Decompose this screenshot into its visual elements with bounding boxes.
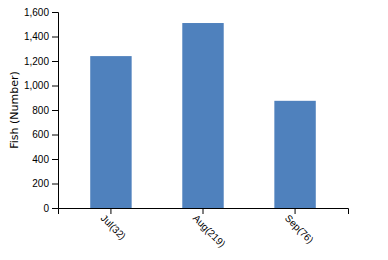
tick-mark bbox=[52, 208, 58, 209]
tick-mark bbox=[295, 208, 296, 214]
tick: 400 bbox=[32, 154, 58, 165]
tick-mark bbox=[52, 110, 58, 111]
tick: Jul(32) bbox=[99, 208, 128, 242]
bar bbox=[182, 23, 223, 208]
tick-mark bbox=[110, 208, 111, 214]
tick-mark bbox=[52, 184, 58, 185]
tick-mark bbox=[52, 37, 58, 38]
chart: 0 200 400 600 800 1,000 1,200 1,400 1,600 Jul(32)… bbox=[0, 0, 388, 260]
tick-label: 200 bbox=[32, 178, 49, 189]
axis-line bbox=[59, 209, 349, 215]
y-axis-title: Fish (Number) bbox=[8, 71, 21, 149]
tick-mark bbox=[52, 12, 58, 13]
tick-label: 600 bbox=[32, 129, 49, 140]
tick: Sep(76) bbox=[283, 208, 316, 245]
tick-label: 1,000 bbox=[24, 80, 49, 91]
plot: 0 200 400 600 800 1,000 1,200 1,400 1,600 Jul(32)… bbox=[24, 7, 349, 250]
tick: 1,200 bbox=[24, 56, 58, 67]
tick: 1,000 bbox=[24, 80, 58, 91]
tick: 1,600 bbox=[24, 7, 58, 18]
bar bbox=[90, 56, 131, 208]
tick-label: 1,200 bbox=[24, 56, 49, 67]
tick-mark bbox=[52, 86, 58, 87]
tick: Aug(219) bbox=[191, 208, 228, 249]
tick-mark bbox=[52, 61, 58, 62]
tick-label: 400 bbox=[32, 154, 49, 165]
tick-mark bbox=[52, 135, 58, 136]
tick-label: 1,600 bbox=[24, 7, 49, 18]
tick: 800 bbox=[32, 105, 58, 116]
tick: 0 bbox=[43, 203, 58, 214]
tick: 600 bbox=[32, 129, 58, 140]
bars bbox=[90, 23, 316, 208]
tick: 200 bbox=[32, 178, 58, 189]
tick-label: 1,400 bbox=[24, 31, 49, 42]
tick-label: Sep(76) bbox=[283, 212, 316, 245]
tick: 1,400 bbox=[24, 31, 58, 42]
tick-label: Aug(219) bbox=[191, 212, 228, 249]
bar bbox=[274, 101, 315, 208]
tick-label: 0 bbox=[43, 203, 49, 214]
y-axis: 0 200 400 600 800 1,000 1,200 1,400 1,600 bbox=[24, 7, 59, 214]
axis-line bbox=[52, 13, 59, 209]
x-axis: Jul(32) Aug(219) Sep(76) bbox=[59, 208, 349, 249]
tick-mark bbox=[203, 208, 204, 214]
tick-label: 800 bbox=[32, 105, 49, 116]
tick-mark bbox=[52, 159, 58, 160]
tick-label: Jul(32) bbox=[99, 212, 128, 241]
